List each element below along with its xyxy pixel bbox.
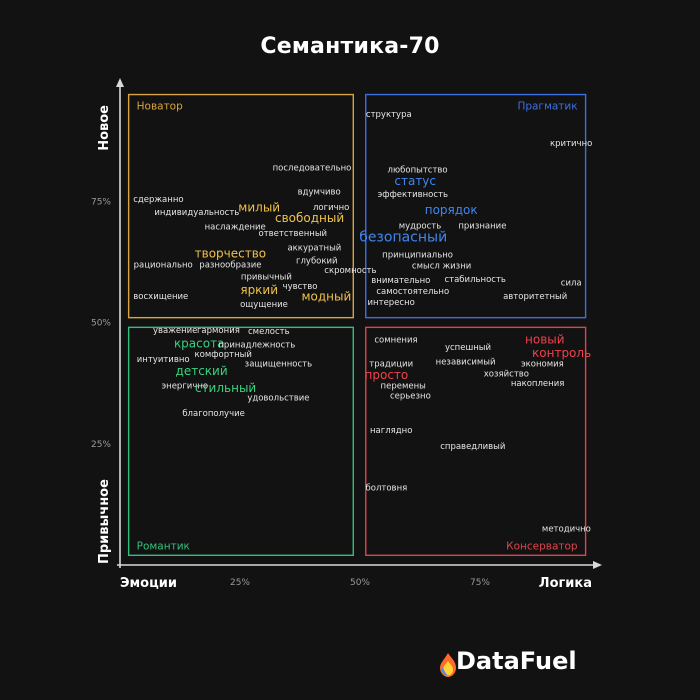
word-point: красота <box>174 336 225 350</box>
word-point: серьезно <box>390 391 431 401</box>
word-point: структура <box>366 110 412 120</box>
word-point: стильный <box>195 381 256 395</box>
y-label-bottom: Привычное <box>97 479 112 564</box>
x-tick-label: 75% <box>470 578 490 588</box>
x-label-right: Логика <box>539 576 592 591</box>
word-point: уважение <box>153 326 197 336</box>
x-tick-label: 50% <box>350 578 370 588</box>
x-label-left: Эмоции <box>120 576 177 591</box>
word-point: смелость <box>248 327 290 337</box>
word-point: индивидуальность <box>154 208 239 218</box>
word-point: мудрость <box>399 222 442 232</box>
word-point: новый <box>525 332 565 346</box>
word-point: ответственный <box>259 229 328 239</box>
y-tick-label: 25% <box>91 440 111 450</box>
word-point: перемены <box>381 382 426 392</box>
word-point: авторитетный <box>503 292 567 302</box>
word-point: аккуратный <box>287 243 341 253</box>
word-point: привычный <box>241 272 292 282</box>
word-point: творчество <box>195 247 267 261</box>
brand-name: DataFuel <box>456 647 577 675</box>
quadrant-box-bottom-right <box>365 326 587 557</box>
word-point: наслаждение <box>205 222 266 232</box>
word-point: успешный <box>445 343 491 353</box>
word-point: рационально <box>134 260 193 270</box>
y-label-top: Новое <box>97 105 112 151</box>
y-tick-label: 75% <box>91 197 111 207</box>
word-point: сомнения <box>374 335 417 345</box>
word-point: ощущение <box>240 300 288 310</box>
word-point: благополучие <box>182 409 245 419</box>
word-point: внимательно <box>371 276 430 286</box>
word-point: хозяйство <box>484 369 529 379</box>
word-point: болтовня <box>366 483 408 493</box>
quadrants: Новатор Прагматик Романтик Консерватор <box>127 93 587 557</box>
word-point: принципиально <box>382 251 453 261</box>
word-point: яркий <box>240 283 278 297</box>
word-point: интересно <box>368 298 415 308</box>
quadrant-label-top-right: Прагматик <box>517 101 577 113</box>
word-point: восхищение <box>133 292 188 302</box>
word-point: самостоятельно <box>376 287 449 297</box>
word-point: сила <box>561 279 582 289</box>
word-point: детский <box>176 364 228 378</box>
word-point: чувство <box>283 282 318 292</box>
word-point: принадлежность <box>218 340 295 350</box>
word-point: комфортный <box>195 350 252 360</box>
word-point: свободный <box>275 211 344 225</box>
word-point: накопления <box>511 379 565 389</box>
word-point: последовательно <box>273 163 352 173</box>
word-point: модный <box>301 289 351 303</box>
word-point: гармония <box>197 326 240 336</box>
word-point: разнообразие <box>199 260 261 270</box>
word-point: статус <box>394 174 436 188</box>
word-point: защищенность <box>245 360 312 370</box>
word-point: милый <box>238 201 280 215</box>
word-point: глубокий <box>296 256 338 266</box>
x-tick-label: 25% <box>230 578 250 588</box>
word-point: вдумчиво <box>298 188 341 198</box>
word-point: просто <box>365 368 409 382</box>
word-point: критично <box>550 139 592 149</box>
word-point: интуитивно <box>137 355 190 365</box>
word-point: энергично <box>161 382 208 392</box>
word-point: сдержанно <box>133 195 183 205</box>
quadrant-box-top-right <box>365 93 587 319</box>
word-point: традиции <box>369 360 413 370</box>
word-points: последовательно вдумчиво сдержанно милый лог… <box>133 110 592 535</box>
chart-title: Семантика-70 <box>260 34 440 59</box>
word-point: стабильность <box>444 275 505 285</box>
flame-icon <box>440 653 456 677</box>
word-point: порядок <box>425 203 478 217</box>
axes: Эмоции Логика Новое Привычное 25% 50% 75% 25% 50… <box>91 78 602 591</box>
word-point: независимый <box>436 357 496 367</box>
word-point: удовольствие <box>247 394 309 404</box>
quadrant-label-bottom-left: Романтик <box>137 540 190 552</box>
word-point: признание <box>458 222 506 232</box>
quadrant-label-bottom-right: Консерватор <box>506 540 578 552</box>
quadrant-label-top-left: Новатор <box>137 101 183 113</box>
word-point: логично <box>313 203 349 213</box>
word-point: эффективность <box>378 190 448 200</box>
word-point: любопытство <box>388 166 448 176</box>
word-point: методично <box>542 525 591 535</box>
x-axis-arrow-icon <box>593 561 602 569</box>
brand-logo <box>437 646 607 686</box>
word-point: безопасный <box>359 230 447 246</box>
quadrant-box-bottom-left <box>127 326 354 557</box>
word-point: справедливый <box>440 442 505 452</box>
word-point: контроль <box>532 346 591 360</box>
word-point: скромность <box>324 266 376 276</box>
word-point: наглядно <box>370 426 412 436</box>
quadrant-box-top-left <box>127 93 354 319</box>
y-axis-arrow-icon <box>116 78 124 87</box>
y-tick-label: 50% <box>91 319 111 329</box>
word-point: экономия <box>521 360 564 370</box>
word-point: смысл жизни <box>412 261 471 271</box>
